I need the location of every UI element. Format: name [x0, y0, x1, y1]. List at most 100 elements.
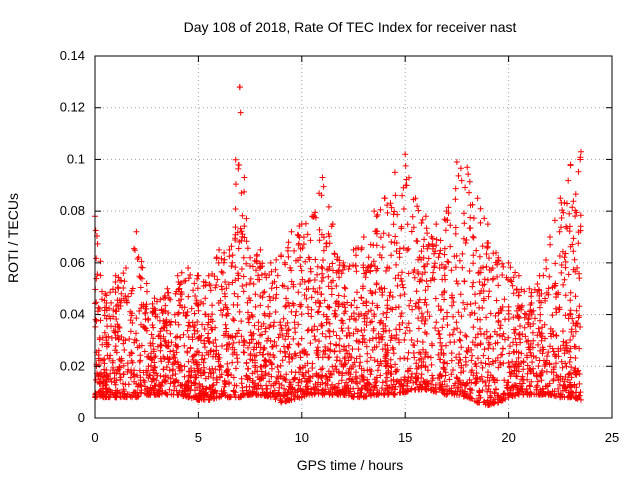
data-point — [285, 327, 291, 334]
data-point — [577, 389, 584, 396]
data-point — [517, 323, 523, 329]
data-point — [355, 346, 362, 353]
data-point — [547, 241, 554, 248]
data-point — [314, 326, 321, 333]
data-point — [199, 321, 206, 328]
data-point — [154, 343, 161, 350]
data-point — [340, 391, 347, 398]
data-point — [397, 355, 404, 362]
data-point — [212, 284, 219, 291]
data-point — [127, 374, 134, 381]
data-point — [335, 292, 342, 299]
data-point — [207, 282, 214, 289]
data-point — [118, 297, 125, 304]
data-point — [230, 388, 237, 395]
data-point — [440, 359, 447, 366]
data-point — [257, 293, 264, 299]
data-point — [446, 376, 453, 383]
data-point — [555, 353, 562, 360]
data-point — [387, 370, 394, 377]
data-point — [422, 364, 429, 371]
data-point — [230, 339, 237, 346]
data-point — [393, 261, 400, 268]
data-point — [470, 324, 477, 331]
data-point — [371, 383, 377, 390]
data-point — [373, 343, 380, 350]
data-point — [380, 328, 387, 335]
data-point — [396, 326, 403, 333]
data-point — [408, 228, 415, 235]
data-point — [392, 304, 399, 311]
data-point — [296, 364, 303, 371]
data-point — [116, 324, 123, 331]
data-point — [172, 334, 179, 341]
data-point — [504, 390, 511, 397]
data-point — [405, 349, 412, 356]
x-tick-label: 20 — [501, 430, 515, 445]
data-point — [562, 292, 569, 299]
data-point — [178, 269, 185, 276]
data-point — [201, 326, 208, 332]
data-point — [284, 285, 291, 292]
data-point — [565, 177, 572, 184]
data-point — [435, 327, 442, 334]
data-point — [315, 308, 322, 315]
data-point — [209, 271, 216, 277]
data-point — [429, 342, 436, 349]
data-point — [535, 325, 542, 332]
data-point — [92, 227, 99, 234]
data-point — [240, 254, 247, 261]
data-point — [422, 287, 429, 294]
data-point — [202, 375, 209, 382]
data-point — [188, 373, 195, 379]
data-point — [520, 366, 527, 373]
data-point — [304, 231, 311, 238]
data-point — [409, 306, 416, 313]
data-point — [318, 291, 325, 298]
data-point — [210, 369, 217, 376]
data-point — [249, 313, 256, 320]
data-point — [441, 245, 448, 252]
data-point — [515, 349, 522, 356]
data-point — [376, 286, 383, 293]
data-point — [137, 284, 144, 291]
data-point — [476, 304, 483, 311]
data-point — [562, 360, 569, 367]
data-point — [567, 289, 574, 296]
data-point — [331, 310, 338, 317]
data-point — [475, 270, 482, 276]
data-point — [555, 385, 562, 392]
data-point — [557, 376, 564, 383]
data-point — [440, 365, 447, 372]
data-point — [435, 375, 441, 382]
data-point — [515, 272, 522, 279]
data-point — [405, 320, 412, 327]
data-point — [101, 329, 108, 336]
data-point — [421, 299, 428, 306]
data-point — [195, 272, 202, 279]
data-point — [414, 338, 421, 345]
data-point — [507, 343, 513, 350]
data-point — [216, 354, 223, 361]
data-point — [416, 305, 423, 312]
data-point — [575, 240, 582, 247]
data-point — [444, 258, 451, 265]
data-point — [524, 370, 531, 377]
data-point — [96, 336, 103, 343]
data-point — [572, 268, 579, 275]
data-point — [374, 390, 381, 397]
data-point — [462, 392, 469, 399]
data-point — [533, 386, 540, 393]
data-point — [353, 252, 359, 259]
data-point — [311, 386, 318, 393]
data-point — [566, 359, 573, 365]
data-point — [286, 351, 293, 358]
data-point — [436, 250, 443, 257]
data-point — [350, 330, 357, 337]
data-point — [527, 323, 534, 330]
data-point — [436, 265, 443, 271]
data-point — [239, 384, 246, 391]
data-point — [507, 391, 514, 398]
data-point — [248, 336, 255, 343]
data-point — [255, 319, 262, 326]
